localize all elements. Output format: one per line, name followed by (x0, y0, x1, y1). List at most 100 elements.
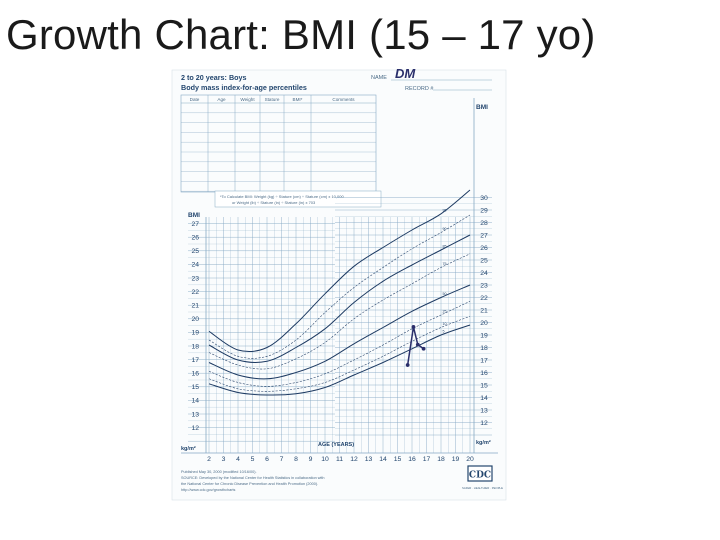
footer-line2: SOURCE: Developed by the National Center… (181, 476, 325, 480)
tick-label-left: 19 (191, 330, 199, 337)
age-axis-label: AGE (YEARS) (318, 442, 354, 448)
tick-label-right: 19 (480, 332, 488, 339)
slide-title: Growth Chart: BMI (15 – 17 yo) (6, 11, 596, 58)
tick-label-age: 5 (251, 456, 255, 463)
patient-point (421, 346, 426, 351)
percentile-curves: 95 90 85 75 50 25 10 5 (208, 189, 471, 396)
tick-label-right: 24 (480, 270, 488, 277)
cdc-logo: CDC SAFER · HEALTHIER · PEOPLE (462, 465, 503, 490)
tick-label-left: 15 (191, 384, 199, 391)
tick-label-right: 21 (480, 307, 488, 314)
tick-label-right: 23 (480, 282, 488, 289)
tick-label-age: 12 (350, 456, 358, 463)
name-label: NAME (371, 75, 387, 81)
footer-line3: the National Center for Chronic Disease … (181, 482, 318, 486)
tick-label-left: 18 (191, 343, 199, 350)
tick-label-age: 3 (222, 456, 226, 463)
tick-label-age: 11 (336, 456, 343, 463)
tick-label-age: 14 (379, 456, 387, 463)
percentile-curve-50 (208, 284, 471, 380)
tick-label-right: 29 (480, 207, 488, 214)
percentile-label-25: 25 (443, 310, 447, 314)
tick-label-age: 10 (321, 456, 329, 463)
tick-label-left: 16 (191, 371, 199, 378)
tick-label-age: 9 (309, 456, 313, 463)
tick-label-right: 13 (480, 407, 488, 414)
cdc-logo-caption: SAFER · HEALTHIER · PEOPLE (462, 486, 503, 490)
tick-label-left: 22 (191, 289, 199, 296)
tick-label-age: 6 (265, 456, 269, 463)
tick-label-right: 22 (480, 295, 488, 302)
tick-label-age: 18 (437, 456, 445, 463)
table-header: BMI* (293, 97, 303, 102)
cdc-logo-frame (467, 465, 493, 482)
percentile-curve-95 (208, 189, 471, 353)
record-table-headers: Date Age Weight Stature BMI* Comments (190, 97, 356, 102)
table-header: Age (217, 97, 226, 102)
percentile-curve-75 (208, 253, 471, 370)
tick-label-age: 2 (207, 456, 211, 463)
footer-line4: http://www.cdc.gov/growthcharts (181, 488, 236, 492)
patient-point (405, 363, 410, 367)
tick-label-age: 4 (236, 456, 240, 463)
record-table (180, 94, 377, 193)
patient-point (411, 325, 416, 329)
tick-label-left: 26 (191, 235, 199, 242)
tick-label-left: 25 (191, 248, 199, 255)
tick-label-age: 13 (365, 456, 373, 463)
table-header: Date (190, 97, 200, 102)
formula-line2: or Weight (lb) ÷ Stature (in) ÷ Stature … (232, 200, 316, 205)
patient-line (406, 326, 425, 366)
tick-label-right: 20 (480, 320, 488, 327)
tick-label-left: 12 (191, 425, 199, 432)
percentile-label-5: 5 (443, 330, 445, 334)
tick-label-right: 15 (480, 382, 488, 389)
percentile-label-50: 50 (443, 292, 447, 296)
percentile-label-90: 90 (443, 227, 447, 231)
unit-label-left: kg/m² (181, 445, 196, 452)
patient-point (415, 342, 420, 347)
unit-label-right: kg/m² (476, 439, 491, 446)
tick-label-age: 19 (452, 456, 460, 463)
tick-label-right: 26 (480, 245, 488, 252)
record-label: RECORD # (405, 86, 434, 92)
tick-label-left: 20 (191, 316, 199, 323)
table-header: Stature (265, 97, 280, 102)
tick-label-right: 16 (480, 370, 488, 377)
percentile-label-85: 85 (443, 245, 447, 249)
percentile-curve-25 (208, 301, 471, 387)
tick-label-left: 21 (191, 303, 199, 310)
tick-label-left: 14 (191, 398, 199, 405)
tick-label-right: 27 (480, 232, 488, 239)
sheet-title-line2: Body mass index-for-age percentiles (181, 83, 307, 92)
percentile-curve-10 (208, 316, 471, 392)
tick-label-age: 16 (408, 456, 416, 463)
percentile-curve-5 (208, 324, 471, 396)
table-header: Comments (332, 97, 355, 102)
tick-label-right: 25 (480, 257, 488, 264)
tick-label-age: 17 (423, 456, 431, 463)
tick-label-right: 17 (480, 357, 488, 364)
tick-label-right: 30 (480, 195, 488, 202)
tick-label-age: 15 (394, 456, 402, 463)
tick-label-right: 28 (480, 220, 488, 227)
tick-label-right: 14 (480, 395, 488, 402)
tick-label-age: 20 (466, 456, 474, 463)
percentile-label-10: 10 (443, 322, 447, 326)
percentile-label-75: 75 (443, 262, 447, 266)
footer-line1: Published May 30, 2000 (modified 10/16/0… (181, 470, 257, 474)
tick-label-left: 17 (191, 357, 199, 364)
formula-line1: *To Calculate BMI: Weight (kg) ÷ Stature… (220, 194, 344, 199)
bmi-axis-label-left: BMI (188, 212, 200, 219)
table-header: Weight (240, 97, 255, 102)
patient-series (405, 325, 426, 367)
tick-label-left: 24 (191, 262, 199, 269)
tick-label-right: 18 (480, 345, 488, 352)
tick-labels: 1213141516171819202122232425262712131415… (191, 195, 488, 463)
sheet-title-line1: 2 to 20 years: Boys (181, 73, 247, 82)
percentile-curve-85 (208, 234, 471, 363)
formula-box (214, 190, 382, 208)
tick-label-left: 23 (191, 275, 199, 282)
bmi-axis-label-right: BMI (476, 104, 488, 111)
tick-label-age: 7 (280, 456, 284, 463)
